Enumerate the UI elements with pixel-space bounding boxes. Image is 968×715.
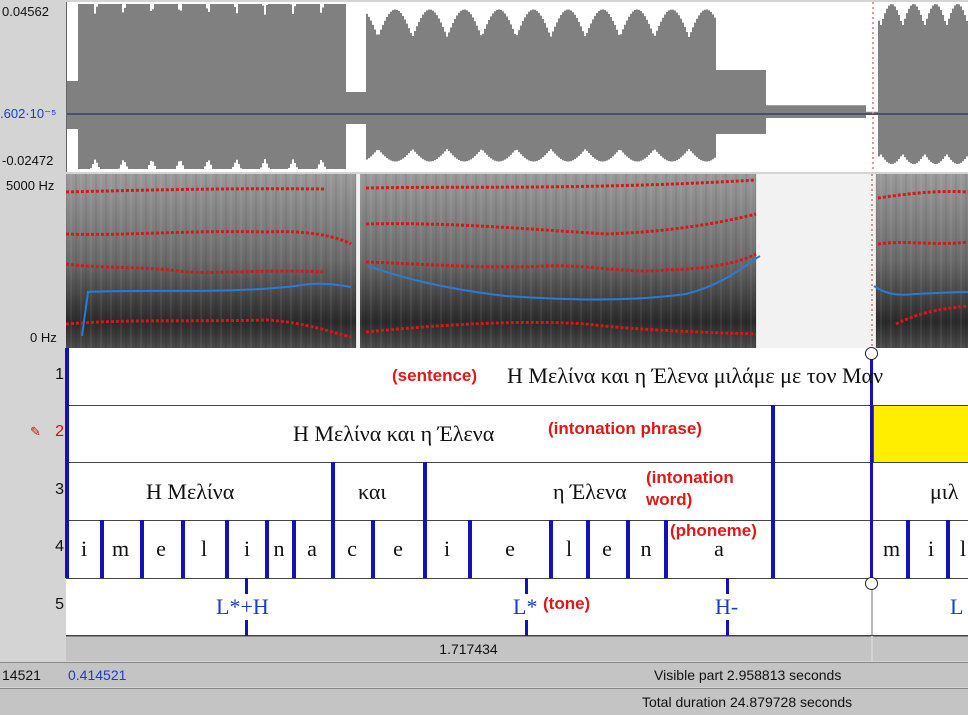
spectrogram-panel[interactable] [65,174,968,348]
phoneme-boundary[interactable] [371,520,375,578]
phoneme-label[interactable]: a [307,536,317,561]
total-duration-bar[interactable]: Total duration 24.879728 seconds [0,688,968,715]
tier-boundary[interactable] [771,405,775,578]
tier2-selection[interactable] [873,405,968,462]
total-duration: Total duration 24.879728 seconds [642,694,853,710]
tone-point-tick[interactable] [726,578,729,594]
phoneme-boundary[interactable] [771,520,775,578]
phoneme-label[interactable]: l [565,536,573,561]
tone-point-tick[interactable] [525,620,528,636]
waveform-panel[interactable] [66,2,968,172]
tone-point-tick[interactable] [245,578,248,594]
tier-divider-2 [66,462,968,463]
phoneme-boundary[interactable] [181,520,185,578]
phoneme-label[interactable]: m [112,536,130,561]
phoneme-label[interactable]: l [200,536,208,561]
phoneme-boundary[interactable] [423,520,427,578]
intonation-phrase-note: (intonation phrase) [548,419,702,438]
tier-divider-3 [66,520,968,521]
window-start-time: 0.414521 [68,667,127,683]
waveform-min-label: -0.02472 [2,153,54,168]
waveform-zero-label: .602·10⁻⁵ [0,106,57,121]
tier-boundary[interactable] [65,348,69,578]
cursor-line-gray [871,578,873,636]
selection-duration: 1.717434 [439,641,498,657]
tone-label[interactable]: L*+H [216,594,269,619]
phoneme-boundary[interactable] [468,520,472,578]
phoneme-boundary[interactable] [906,520,910,578]
spectrogram-bottom-label: 0 Hz [30,330,57,345]
pencil-icon: ✎ [30,424,41,439]
phoneme-label[interactable]: n [273,536,285,561]
phoneme-boundary[interactable] [664,520,668,578]
intonation-word-label[interactable]: και [358,479,387,504]
phoneme-boundary[interactable] [626,520,630,578]
intonation-word-label[interactable]: Η Μελίνα [146,479,235,504]
sentence-label[interactable]: Η Μελίνα και η Έλενα μιλάμε με τον Μαν [507,363,884,388]
tier-number-4: 4 [55,538,64,555]
left-time: 14521 [2,667,41,683]
phoneme-boundary[interactable] [946,520,950,578]
phoneme-boundary[interactable] [292,520,296,578]
phoneme-label[interactable]: c [347,536,357,561]
tier-boundary[interactable] [870,348,873,578]
after-selection-bar[interactable] [873,636,968,661]
waveform-max-label: 0.04562 [2,4,49,19]
phoneme-label[interactable]: l [959,536,967,561]
intonation-word-label[interactable]: η Έλενα [553,479,627,504]
tier-number-5: 5 [55,596,64,613]
spectrogram-svg [65,174,968,348]
phoneme-boundary[interactable] [140,520,144,578]
phoneme-label[interactable]: e [393,536,403,561]
phoneme-label[interactable]: e [505,536,515,561]
tier-number-1: 1 [55,366,64,383]
tier-divider-5 [66,635,968,636]
selection-duration-bar[interactable]: 1.717434 [66,636,871,661]
phoneme-label[interactable]: i [243,536,251,561]
sentence-note: (sentence) [392,366,478,385]
intonation-word-label[interactable]: μιλ [930,479,959,504]
phoneme-boundary[interactable] [549,520,553,578]
phoneme-note: (phoneme) [670,521,757,540]
visible-part-bar[interactable]: 0.414521 Visible part 2.958813 seconds [66,662,968,687]
phoneme-label[interactable]: i [927,536,935,561]
tone-note: (tone) [543,594,591,613]
tone-label[interactable]: L [950,594,964,619]
phoneme-boundary[interactable] [586,520,590,578]
phoneme-boundary[interactable] [331,520,335,578]
phoneme-label[interactable]: e [156,536,166,561]
phoneme-label[interactable]: a [714,536,724,561]
cursor-circle-top[interactable] [865,347,878,360]
textgrid-tiers[interactable] [66,348,968,636]
tier-number-2: 2 [55,423,64,440]
phoneme-label[interactable]: m [883,536,901,561]
tone-label[interactable]: H- [715,594,739,619]
intonation-word-note: (intonation word) [646,468,734,509]
phoneme-label[interactable]: n [640,536,652,561]
phoneme-boundary[interactable] [100,520,104,578]
tier-divider-4 [66,578,968,579]
tone-label[interactable]: L* [513,594,538,619]
tone-point-tick[interactable] [525,578,528,594]
phoneme-label[interactable]: e [602,536,612,561]
tone-point-tick[interactable] [245,620,248,636]
waveform-svg [66,2,968,172]
phoneme-label[interactable]: i [80,536,88,561]
phoneme-boundary[interactable] [265,520,269,578]
tone-point-tick[interactable] [726,620,729,636]
phoneme-label[interactable]: i [443,536,451,561]
cursor-circle-bottom[interactable] [865,577,878,590]
left-time-box: 14521 [0,662,66,687]
phoneme-boundary[interactable] [225,520,229,578]
tier-number-3: 3 [55,481,64,498]
tier-divider-1 [66,405,968,406]
intonation-phrase-label[interactable]: Η Μελίνα και η Έλενα [293,421,495,446]
visible-part: Visible part 2.958813 seconds [654,667,842,683]
spectrogram-top-label: 5000 Hz [6,178,55,193]
